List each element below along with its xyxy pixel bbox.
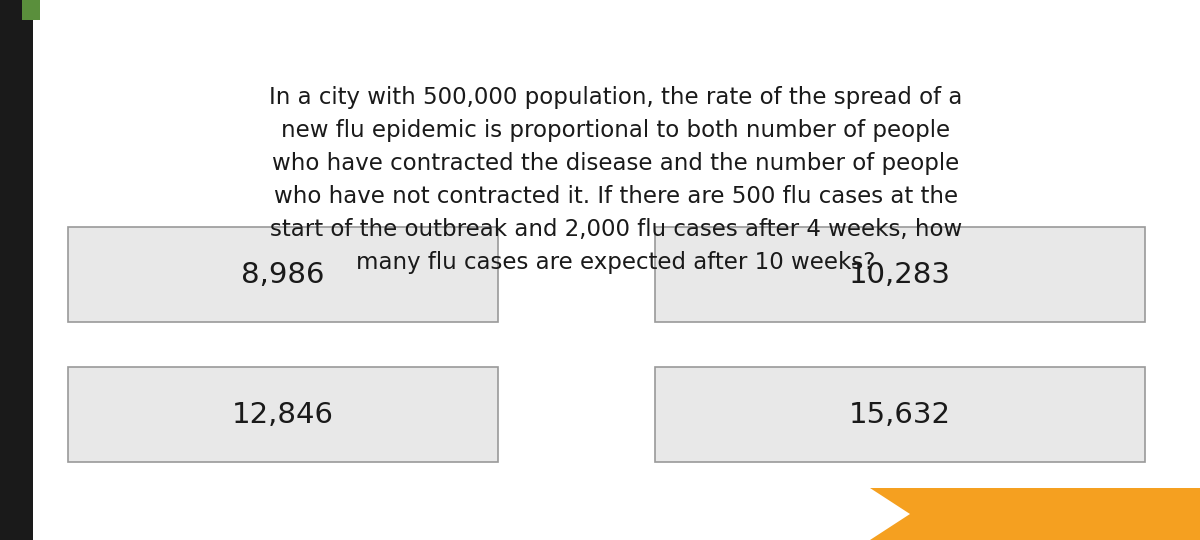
Text: 8,986: 8,986 <box>241 260 325 288</box>
Bar <box>0 0 34 540</box>
Text: 10,283: 10,283 <box>850 260 952 288</box>
Bar <box>68 367 498 462</box>
Text: 12,846: 12,846 <box>232 401 334 429</box>
FancyBboxPatch shape <box>22 0 40 20</box>
Text: In a city with 500,000 population, the rate of the spread of a
new flu epidemic : In a city with 500,000 population, the r… <box>269 86 962 274</box>
Bar <box>68 227 498 322</box>
Polygon shape <box>870 488 1200 540</box>
Bar <box>655 367 1145 462</box>
Text: 15,632: 15,632 <box>850 401 952 429</box>
Bar <box>655 227 1145 322</box>
